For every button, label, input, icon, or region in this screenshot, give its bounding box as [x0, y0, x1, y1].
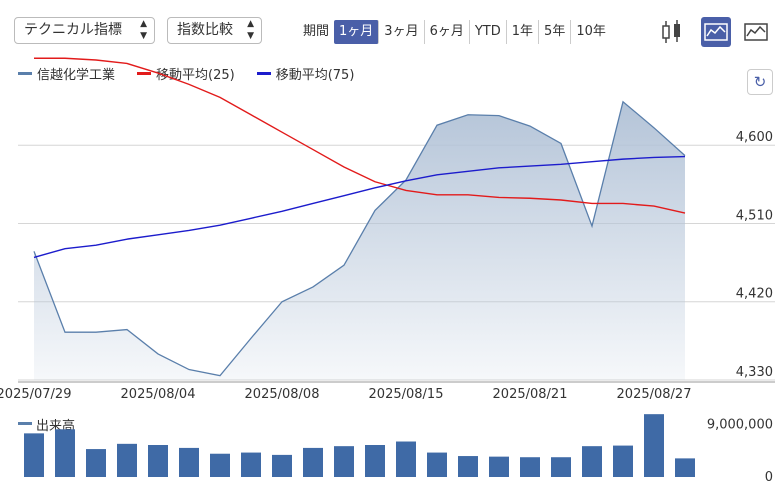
- volume-bar: [551, 457, 571, 477]
- area-chart-icon: [704, 23, 728, 41]
- line-chart-button[interactable]: [741, 17, 771, 47]
- candlestick-chart-button[interactable]: [658, 17, 688, 47]
- volume-bar: [334, 446, 354, 477]
- volume-bar: [55, 429, 75, 477]
- volume-bar: [613, 445, 633, 477]
- price-legend: 信越化学工業 移動平均(25) 移動平均(75): [18, 64, 376, 83]
- updown-arrow-icon: ▲ ▼: [247, 19, 254, 41]
- y-tick-label: 4,420: [736, 287, 773, 302]
- candlestick-chart-icon: [662, 20, 680, 43]
- period-label: 期間: [303, 24, 330, 39]
- volume-bar: [458, 456, 478, 477]
- refresh-button[interactable]: ↻: [747, 69, 773, 95]
- legend-item-ma25: 移動平均(25): [137, 64, 235, 83]
- period-button-ytd[interactable]: YTD: [470, 20, 507, 44]
- x-tick-label: 2025/07/29: [0, 387, 71, 402]
- volume-bar: [86, 449, 106, 477]
- volume-bar: [148, 445, 168, 477]
- updown-arrow-icon: ▲ ▼: [140, 19, 147, 41]
- x-tick-label: 2025/08/08: [245, 387, 320, 402]
- volume-bar: [272, 454, 292, 477]
- volume-bar: [210, 453, 230, 477]
- volume-bar: [520, 457, 540, 477]
- volume-bar: [303, 447, 323, 477]
- period-button-1m[interactable]: 1ヶ月: [334, 20, 380, 44]
- technical-indicator-label: テクニカル指標: [24, 22, 122, 38]
- volume-bar: [427, 452, 447, 477]
- legend-swatch-ma25: [137, 72, 152, 75]
- volume-bar: [582, 446, 602, 477]
- refresh-icon: ↻: [753, 73, 767, 91]
- y-tick-label: 4,330: [736, 365, 773, 380]
- volume-bar: [675, 458, 695, 477]
- period-button-10y[interactable]: 10年: [576, 24, 606, 39]
- legend-label-price: 信越化学工業: [37, 68, 116, 83]
- legend-label-ma75: 移動平均(75): [275, 68, 355, 83]
- y-tick-label: 4,510: [736, 208, 773, 223]
- volume-bar: [241, 452, 261, 477]
- period-button-5y[interactable]: 5年: [539, 20, 572, 44]
- index-compare-select[interactable]: 指数比較 ▲ ▼: [167, 17, 262, 44]
- legend-label-volume: 出来高: [36, 418, 75, 434]
- volume-y-tick-label: 9,000,000: [707, 418, 773, 433]
- period-button-6m[interactable]: 6ヶ月: [425, 20, 470, 44]
- volume-y-tick-label: 0: [765, 470, 773, 485]
- volume-bar: [24, 433, 44, 477]
- technical-indicator-select[interactable]: テクニカル指標 ▲ ▼: [14, 17, 155, 44]
- period-selector: 期間 1ヶ月 3ヶ月 6ヶ月 YTD 1年 5年 10年: [298, 20, 611, 44]
- legend-item-ma75: 移動平均(75): [256, 64, 355, 83]
- price-line: [33, 100, 686, 377]
- volume-bar: [489, 456, 509, 477]
- legend-swatch-price: [18, 72, 32, 75]
- index-compare-label: 指数比較: [177, 22, 233, 38]
- volume-bar: [644, 414, 664, 477]
- y-tick-label: 4,600: [736, 130, 773, 145]
- area-chart-button[interactable]: [701, 17, 731, 47]
- volume-bar: [396, 441, 416, 477]
- legend-swatch-volume: [18, 422, 32, 425]
- x-tick-label: 2025/08/04: [121, 387, 196, 402]
- legend-swatch-ma75: [256, 72, 271, 75]
- legend-item-price: 信越化学工業: [18, 64, 115, 83]
- volume-bar: [179, 447, 199, 477]
- volume-bar: [117, 443, 137, 477]
- period-button-1y[interactable]: 1年: [507, 20, 540, 44]
- volume-bar: [365, 445, 385, 477]
- x-tick-label: 2025/08/21: [493, 387, 568, 402]
- ma75-line: [33, 155, 686, 259]
- x-tick-label: 2025/08/15: [369, 387, 444, 402]
- period-button-3m[interactable]: 3ヶ月: [379, 20, 425, 44]
- legend-label-ma25: 移動平均(25): [156, 68, 235, 83]
- x-tick-label: 2025/08/27: [617, 387, 692, 402]
- price-area-fill: [34, 101, 685, 380]
- line-chart-icon: [744, 23, 768, 41]
